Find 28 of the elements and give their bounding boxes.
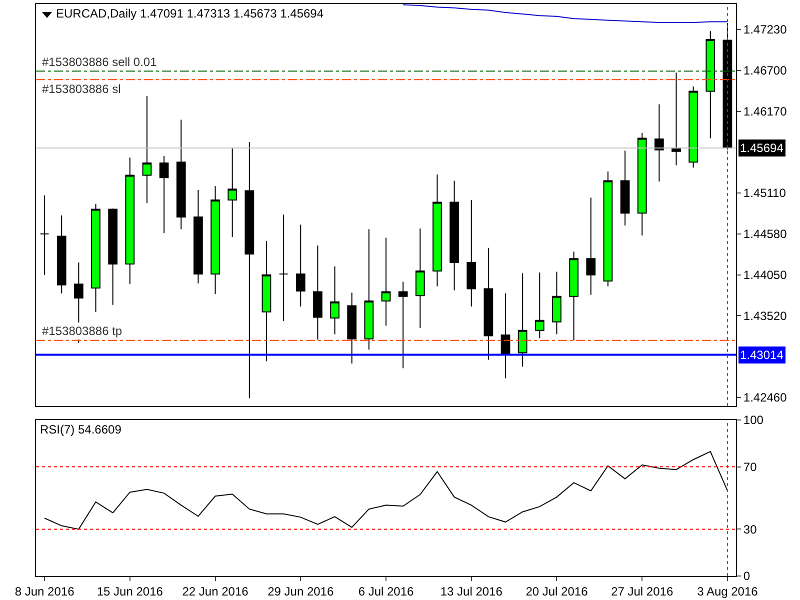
y-tick-label: 1.46700	[743, 64, 788, 78]
ref-line-label: #153803886 tp	[42, 324, 122, 338]
x-tick-label: 13 Jul 2016	[440, 584, 503, 598]
x-tick-label: 20 Jul 2016	[526, 584, 588, 598]
x-tick-label: 15 Jun 2016	[96, 584, 164, 598]
chart-title: EURCAD,Daily 1.47091 1.47313 1.45673 1.45694	[56, 6, 324, 20]
y-tick-label: 1.43520	[743, 308, 788, 323]
x-tick-label: 8 Jun 2016	[14, 584, 75, 598]
x-tick-label: 6 Jul 2016	[358, 584, 414, 598]
y-tick-label: 70	[743, 460, 758, 474]
x-tick-label: 22 Jun 2016	[182, 584, 249, 598]
x-tick-label: 3 Aug 2016	[697, 584, 758, 598]
x-tick-label: 27 Jul 2016	[611, 584, 674, 598]
y-tick-label: 30	[743, 522, 758, 536]
y-tick-label: 0	[743, 569, 750, 584]
ref-line-label: 1.43014	[740, 348, 784, 362]
x-tick-label: 29 Jun 2016	[268, 584, 334, 598]
chart-title: RSI(7) 54.6609	[40, 422, 122, 436]
ref-line-label: #153803886 sl	[42, 82, 121, 96]
ref-line-label: 1.45694	[740, 141, 784, 155]
y-tick-label: 100	[743, 413, 764, 428]
y-tick-label: 1.46170	[743, 104, 788, 118]
y-tick-label: 1.47230	[743, 22, 788, 37]
y-tick-label: 1.45110	[743, 186, 786, 200]
y-tick-label: 1.44050	[743, 268, 788, 282]
y-tick-label: 1.44580	[743, 227, 788, 242]
y-tick-label: 1.42460	[743, 390, 788, 405]
ref-line-label: #153803886 sell 0.01	[42, 55, 158, 69]
